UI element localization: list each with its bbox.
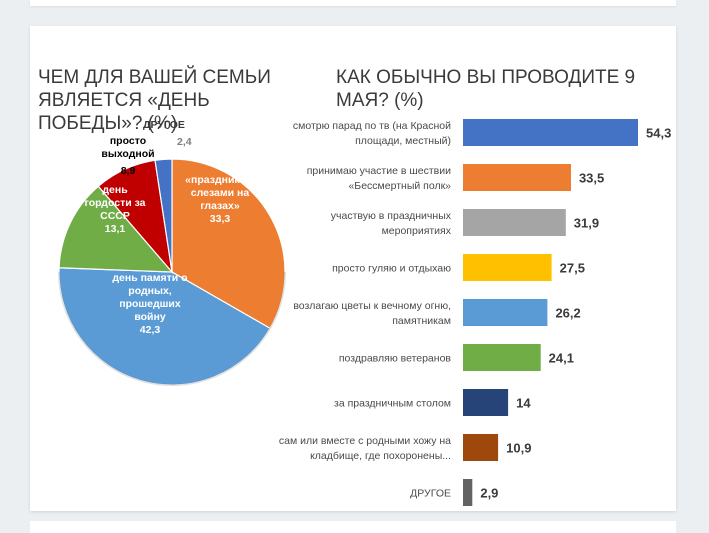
previous-slide-edge [30, 0, 676, 6]
pie-slice-label: гордости за [84, 197, 145, 209]
bar-category-label: памятникам [392, 315, 451, 327]
pie-slice-value: 42,3 [140, 324, 161, 336]
bar-value-label: 26,2 [555, 306, 580, 321]
bar [463, 299, 548, 326]
bar-category-label: возлагаю цветы к вечному огню, [293, 300, 451, 312]
bar [463, 209, 566, 236]
pie-slice-label: слезами на [191, 187, 250, 199]
bar [463, 344, 541, 371]
pie-slice-label: просто [110, 135, 146, 147]
bar-value-label: 27,5 [560, 261, 585, 276]
bar [463, 479, 473, 506]
bar-value-label: 2,9 [480, 486, 498, 501]
bar-value-label: 10,9 [506, 441, 531, 456]
bar-value-label: 33,5 [579, 171, 604, 186]
bar [463, 119, 638, 146]
next-slide-edge [30, 521, 676, 533]
bar [463, 164, 571, 191]
bar-category-label: ДРУГОЕ [410, 488, 451, 500]
bar-value-label: 31,9 [574, 216, 599, 231]
pie-slice-label: войну [134, 311, 166, 323]
bar [463, 389, 509, 416]
pie-slice [58, 267, 271, 386]
bar-category-label: мероприятиях [382, 225, 452, 237]
pie-slice [171, 158, 286, 330]
pie-slice-value: 8,9 [121, 165, 136, 177]
bar-value-label: 54,3 [646, 126, 671, 141]
bar [463, 434, 499, 461]
pie-slice-label: ДРУГОЕ [143, 119, 185, 131]
bar-category-label: просто гуляю и отдыхаю [332, 263, 451, 275]
pie-slice-label: выходной [101, 148, 154, 160]
pie-slice-value: 33,3 [210, 213, 231, 225]
bar-category-label: сам или вместе с родными хожу на [279, 435, 451, 447]
pie-slice-value: 13,1 [105, 223, 126, 235]
pie-slice [154, 158, 173, 273]
bar-category-label: поздравляю ветеранов [339, 353, 452, 365]
bar-category-label: смотрю парад по тв (на Красной [293, 120, 451, 132]
pie-slice-label: день [102, 184, 128, 196]
bar-category-label: принимаю участие в шествии [307, 165, 451, 177]
pie-slice-label: прошедших [119, 298, 181, 310]
pie-slice-label: «праздник со [185, 174, 255, 186]
bar-chart-title: КАК ОБЫЧНО ВЫ ПРОВОДИТЕ 9 МАЯ? (%) [336, 67, 636, 111]
pie-slice-label: родных, [128, 285, 172, 297]
bar-value-label: 14 [516, 396, 531, 411]
bar-category-label: за праздничным столом [334, 398, 451, 410]
pie-slice-label: СССР [100, 210, 130, 222]
pie-rim-shadow [58, 271, 286, 386]
pie-slice-label: глазах» [200, 200, 240, 212]
pie-slice-value: 2,4 [177, 136, 192, 148]
slide: ЧЕМ ДЛЯ ВАШЕЙ СЕМЬИ ЯВЛЯЕТСЯ «ДЕНЬ ПОБЕД… [30, 26, 676, 511]
bar-value-label: 24,1 [549, 351, 574, 366]
pie-slice [58, 185, 174, 273]
bar-category-label: участвую в праздничных [331, 210, 452, 222]
bar-category-label: кладбище, где похоронены... [310, 450, 451, 462]
bar [463, 254, 552, 281]
bar-chart: смотрю парад по тв (на Красной площади, м… [279, 119, 671, 506]
pie-chart-title: ЧЕМ ДЛЯ ВАШЕЙ СЕМЬИ ЯВЛЯЕТСЯ «ДЕНЬ ПОБЕД… [38, 67, 271, 134]
pie-slice-label: день памяти о [112, 272, 187, 284]
bar-category-label: «Бессмертный полк» [348, 180, 451, 192]
bar-category-label: площади, местный) [355, 135, 451, 147]
